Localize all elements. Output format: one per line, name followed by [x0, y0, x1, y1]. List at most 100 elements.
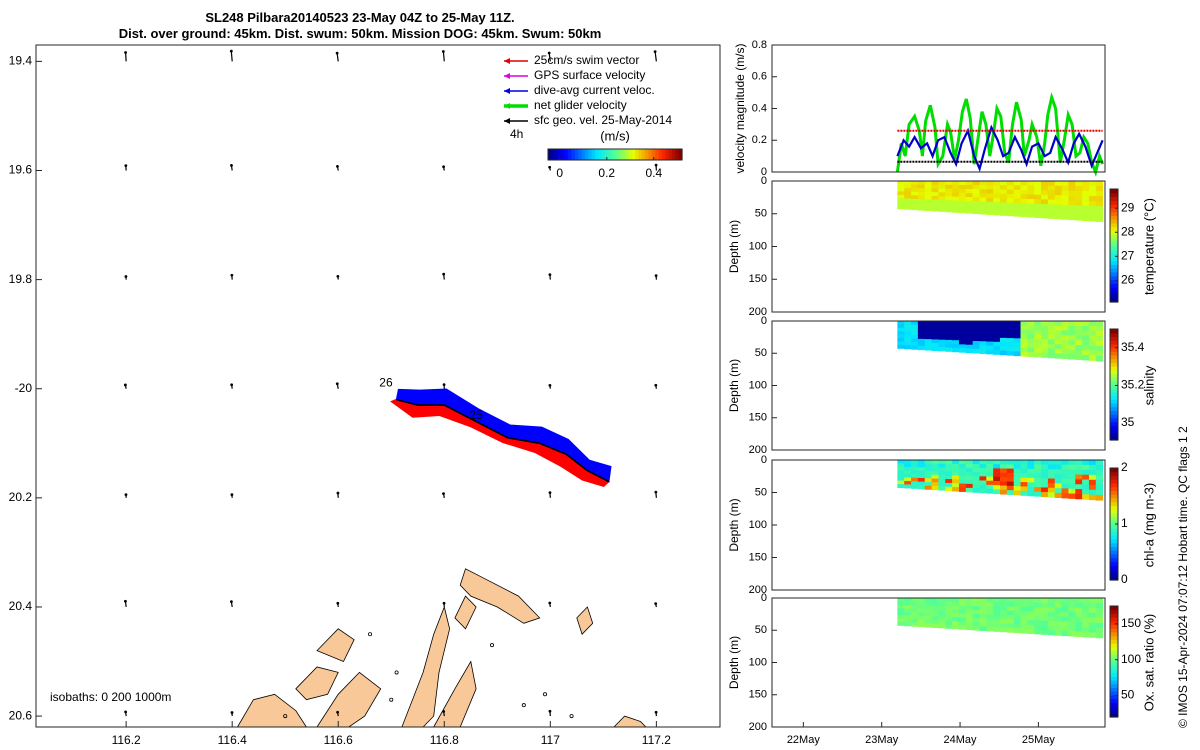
section-cell	[1061, 204, 1069, 211]
chl-a-colorbar-cell	[1110, 505, 1118, 510]
section-cell	[1088, 489, 1097, 496]
section-cell	[1020, 624, 1028, 630]
section-cell	[924, 199, 933, 204]
section-cell	[1041, 334, 1049, 340]
section-cell	[1034, 606, 1042, 612]
section-cell	[911, 608, 919, 613]
section-cell	[1068, 479, 1076, 485]
section-cell	[1034, 487, 1042, 493]
section-cell	[1041, 625, 1049, 631]
section-cell	[1041, 616, 1049, 622]
section-cell	[904, 463, 912, 468]
section-cell	[917, 188, 926, 193]
map-colorbar-cell	[628, 149, 633, 160]
legend-arrowhead-swim	[504, 58, 510, 64]
geo-vel-arrowhead	[124, 599, 127, 603]
section-cell	[904, 473, 912, 478]
section-cell	[1075, 210, 1083, 216]
section-cell	[931, 335, 939, 340]
section-cell	[1061, 607, 1069, 613]
section-cell	[1088, 330, 1097, 337]
section-cell	[993, 333, 1001, 339]
section-cell	[931, 339, 939, 344]
section-cell	[1000, 598, 1008, 603]
section-cell	[1027, 199, 1035, 205]
section-cell	[993, 206, 1001, 212]
velocity-ytick-label: 0.8	[752, 39, 767, 51]
section-cell	[931, 623, 939, 628]
section-cell	[1006, 185, 1015, 191]
section-cell	[1054, 464, 1063, 470]
section-cell	[1054, 474, 1063, 480]
salinity-colorbar-cell	[1110, 343, 1118, 349]
geo-vel-arrowhead	[442, 272, 446, 276]
chl-a-colorbar-cell	[1110, 542, 1118, 547]
section-cell	[911, 481, 919, 486]
section-cell	[986, 181, 994, 186]
section-cell	[993, 476, 1001, 482]
section-cell	[1006, 194, 1015, 199]
section-cell	[965, 613, 974, 619]
section-cell	[917, 478, 926, 483]
section-cell	[1068, 474, 1076, 480]
map-ytick-label: -20	[15, 381, 33, 395]
section-cell	[1047, 611, 1056, 617]
section-cell	[1095, 465, 1104, 471]
oxygen-colorbar-tick-label: 50	[1121, 688, 1135, 702]
section-cell	[924, 342, 933, 347]
section-cell	[938, 475, 946, 480]
chl-a-colorbar-cell	[1110, 557, 1118, 562]
geo-vel-vector	[124, 52, 127, 62]
section-cell	[979, 480, 987, 486]
legend-arrowhead-current	[504, 88, 510, 94]
section-cell	[979, 626, 987, 631]
section-cell	[1047, 199, 1056, 205]
section-cell	[945, 479, 953, 484]
section-cell	[931, 620, 939, 625]
oxygen-colorbar-cell	[1110, 691, 1118, 696]
section-cell	[1027, 629, 1035, 634]
section-cell	[1027, 602, 1035, 608]
oxygen-ytick-label: 200	[749, 721, 767, 733]
section-cell	[1047, 348, 1056, 354]
section-cell	[1095, 495, 1104, 501]
section-cell	[958, 479, 967, 485]
chl-a-colorbar-cell	[1110, 501, 1118, 506]
section-cell	[993, 468, 1001, 474]
section-cell	[1034, 199, 1042, 205]
section-cell	[1034, 321, 1042, 326]
map-colorbar-cell	[618, 149, 623, 160]
section-cell	[1088, 622, 1097, 629]
section-cell	[972, 205, 980, 210]
geo-vel-arrowhead	[442, 165, 446, 169]
section-cell	[1047, 334, 1056, 340]
section-cell	[1027, 325, 1035, 331]
section-cell	[986, 349, 994, 355]
section-cell	[1082, 474, 1090, 481]
section-cell	[917, 605, 926, 610]
section-cell	[924, 184, 933, 189]
net-glider-velocity-line	[895, 91, 1104, 177]
section-cell	[1061, 469, 1069, 475]
section-cell	[897, 621, 905, 626]
salinity-colorbar-cell	[1110, 432, 1118, 437]
section-cell	[1075, 340, 1083, 346]
temperature-colorbar-cell	[1110, 283, 1118, 288]
section-cell	[917, 467, 926, 472]
section-cell	[1013, 464, 1022, 470]
section-cell	[1027, 185, 1035, 191]
section-cell	[938, 332, 946, 337]
chl-a-ytick-label: 0	[761, 454, 767, 466]
section-cell	[993, 321, 1001, 326]
temperature-colorbar-cell	[1110, 222, 1118, 228]
section-cell	[931, 184, 939, 189]
section-cell	[952, 621, 960, 626]
section-cell	[1027, 181, 1035, 187]
section-cell	[1000, 623, 1008, 629]
section-cell	[952, 188, 960, 194]
section-cell	[945, 200, 953, 205]
section-cell	[1034, 181, 1042, 187]
section-cell	[993, 480, 1001, 486]
section-cell	[1027, 460, 1035, 465]
section-cell	[911, 615, 919, 620]
